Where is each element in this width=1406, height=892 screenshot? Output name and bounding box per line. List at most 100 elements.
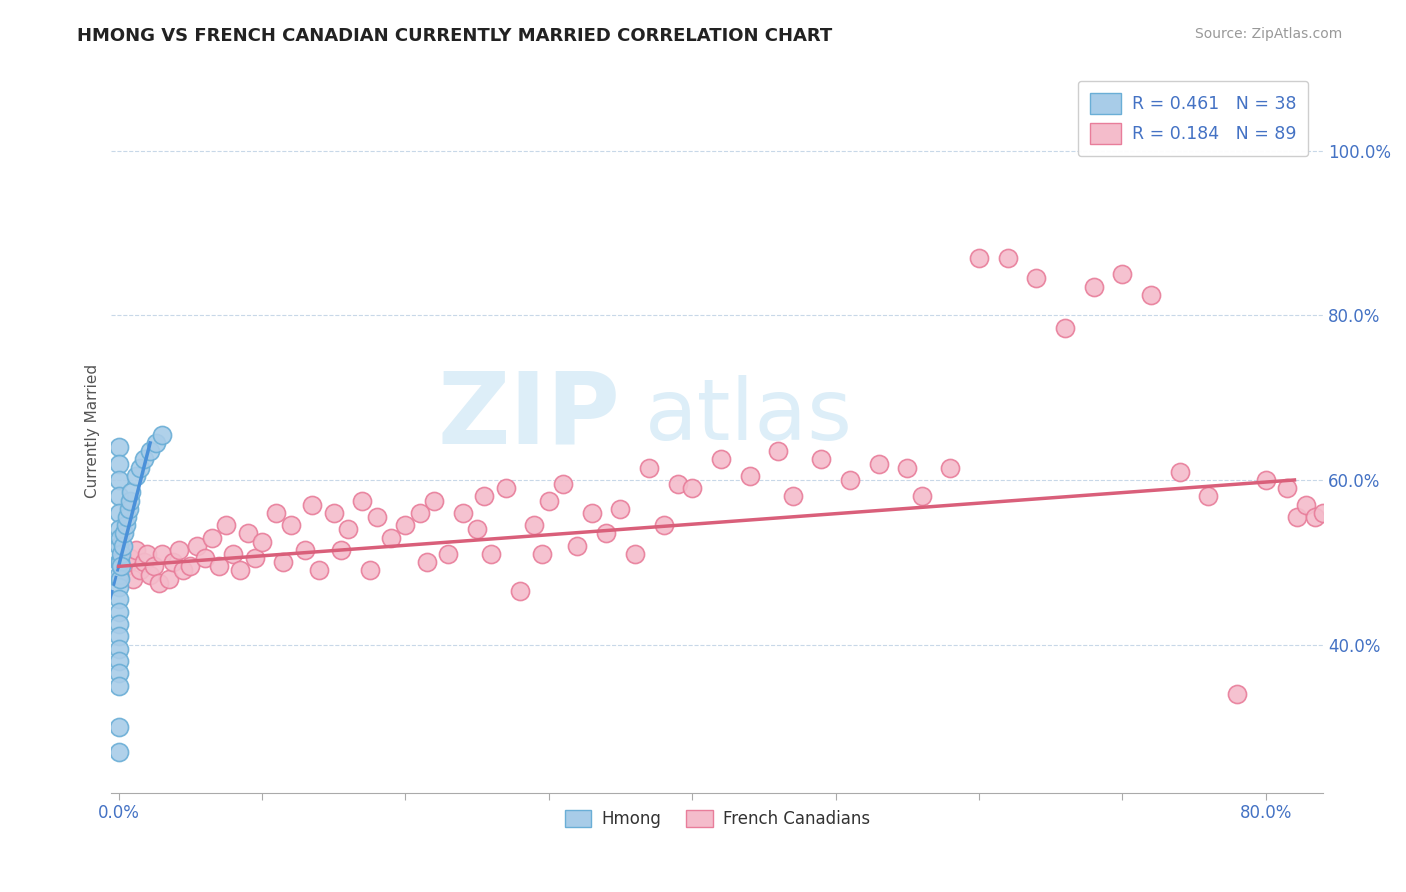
Point <box>638 460 661 475</box>
Point <box>111 539 134 553</box>
Point <box>107 490 129 504</box>
Point <box>107 539 129 553</box>
Point <box>294 542 316 557</box>
Point <box>117 501 139 516</box>
Point <box>107 745 129 759</box>
Point <box>136 547 159 561</box>
Point <box>495 481 517 495</box>
Point <box>236 526 259 541</box>
Point <box>112 526 135 541</box>
Point <box>1140 288 1163 302</box>
Point <box>359 564 381 578</box>
Point <box>273 555 295 569</box>
Point <box>107 592 129 607</box>
Point <box>243 551 266 566</box>
Point <box>201 531 224 545</box>
Point <box>967 251 990 265</box>
Point <box>150 427 173 442</box>
Point <box>157 572 180 586</box>
Point <box>194 551 217 566</box>
Point <box>409 506 432 520</box>
Point <box>423 493 446 508</box>
Point <box>208 559 231 574</box>
Point <box>481 547 503 561</box>
Point <box>1254 473 1277 487</box>
Point <box>134 555 156 569</box>
Point <box>465 522 488 536</box>
Point <box>337 522 360 536</box>
Point <box>896 460 918 475</box>
Point <box>179 559 201 574</box>
Point <box>118 493 141 508</box>
Point <box>451 506 474 520</box>
Point <box>352 493 374 508</box>
Point <box>738 468 761 483</box>
Point <box>437 547 460 561</box>
Point <box>1312 506 1334 520</box>
Point <box>107 641 129 656</box>
Point <box>148 575 170 590</box>
Point <box>107 457 129 471</box>
Point <box>567 539 589 553</box>
Point <box>107 679 129 693</box>
Point <box>107 580 129 594</box>
Point <box>145 436 167 450</box>
Point <box>523 518 546 533</box>
Point <box>624 547 647 561</box>
Point <box>1111 267 1133 281</box>
Point <box>1226 687 1249 701</box>
Point <box>121 485 143 500</box>
Point <box>1168 465 1191 479</box>
Point <box>652 518 675 533</box>
Point <box>553 477 575 491</box>
Point <box>301 498 323 512</box>
Point <box>115 510 138 524</box>
Point <box>1083 279 1105 293</box>
Point <box>107 617 129 632</box>
Point <box>107 473 129 487</box>
Point <box>710 452 733 467</box>
Point <box>810 452 832 467</box>
Point <box>143 559 166 574</box>
Point <box>595 526 617 541</box>
Point <box>530 547 553 561</box>
Point <box>139 567 162 582</box>
Point <box>107 440 129 454</box>
Point <box>329 542 352 557</box>
Point <box>125 468 148 483</box>
Point <box>167 542 190 557</box>
Text: atlas: atlas <box>644 375 852 458</box>
Point <box>1025 271 1047 285</box>
Point <box>609 501 631 516</box>
Point <box>107 605 129 619</box>
Point <box>666 477 689 491</box>
Point <box>537 493 560 508</box>
Point <box>172 564 194 578</box>
Point <box>107 522 129 536</box>
Point <box>1295 498 1317 512</box>
Y-axis label: Currently Married: Currently Married <box>86 364 100 498</box>
Point <box>782 490 804 504</box>
Legend: Hmong, French Canadians: Hmong, French Canadians <box>558 804 876 835</box>
Text: ZIP: ZIP <box>437 368 620 465</box>
Point <box>366 510 388 524</box>
Point <box>222 547 245 561</box>
Point <box>394 518 416 533</box>
Point <box>108 572 131 586</box>
Point <box>129 564 152 578</box>
Point <box>110 559 132 574</box>
Point <box>939 460 962 475</box>
Point <box>308 564 330 578</box>
Point <box>910 490 932 504</box>
Point <box>107 629 129 643</box>
Point <box>107 720 129 734</box>
Point <box>107 567 129 582</box>
Point <box>134 452 156 467</box>
Point <box>681 481 703 495</box>
Point <box>1053 320 1076 334</box>
Point <box>766 444 789 458</box>
Point <box>416 555 439 569</box>
Point <box>250 534 273 549</box>
Point <box>868 457 890 471</box>
Point <box>139 444 162 458</box>
